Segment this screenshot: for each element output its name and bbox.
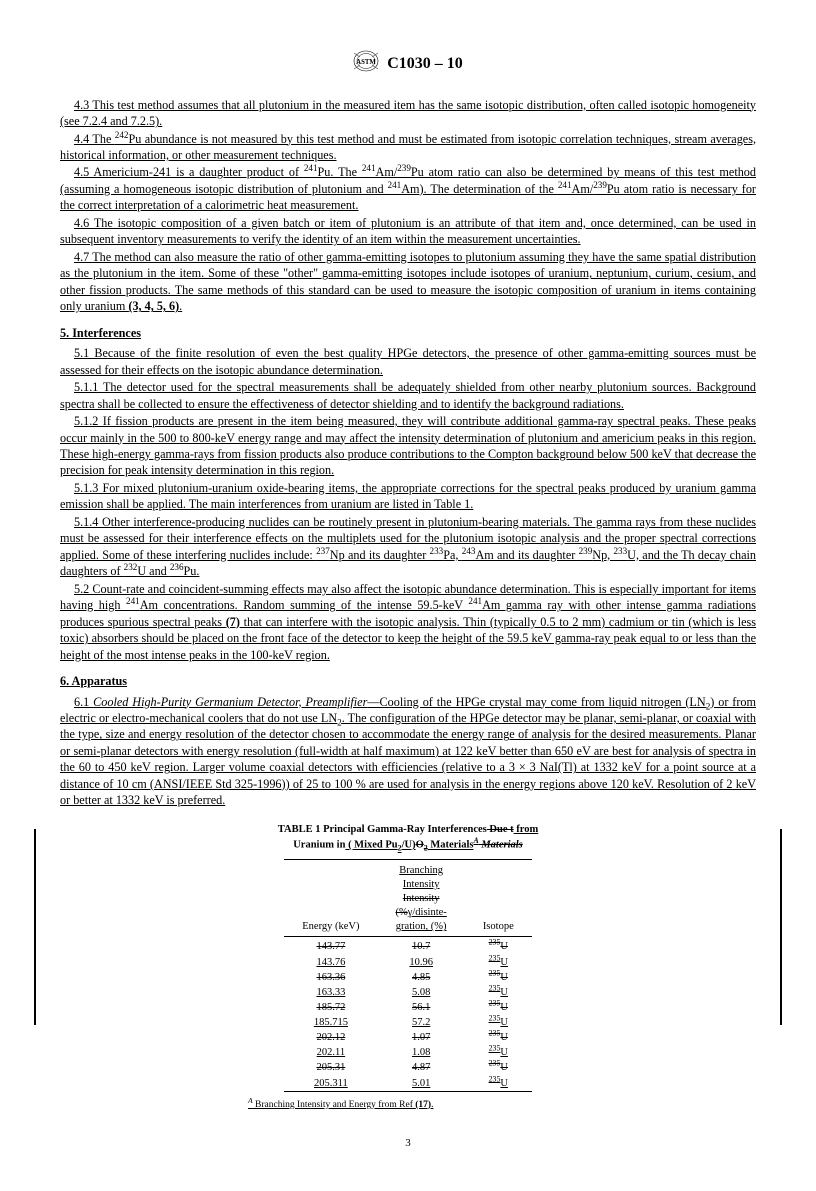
revision-bar-right	[780, 829, 782, 1025]
astm-logo: ASTM	[353, 50, 379, 79]
para-5-1-4: 5.1.4 Other interference-producing nucli…	[60, 514, 756, 580]
para-4-6: 4.6 The isotopic composition of a given …	[60, 215, 756, 248]
para-5-1: 5.1 Because of the finite resolution of …	[60, 345, 756, 378]
table-data: Energy (keV) Branching Intensity Intensi…	[284, 859, 531, 1094]
col-branching: Branching Intensity Intensity (%γ/disint…	[378, 862, 465, 937]
table-row: 205.3115.01235U	[284, 1076, 531, 1092]
table-footnote: A Branching Intensity and Energy from Re…	[238, 1096, 578, 1112]
para-5-2: 5.2 Count-rate and coincident-summing ef…	[60, 581, 756, 663]
page-header: ASTM C1030 – 10	[60, 50, 756, 79]
para-4-3: 4.3 This test method assumes that all pl…	[60, 97, 756, 130]
table-title: TABLE 1 Principal Gamma-Ray Interference…	[60, 823, 756, 853]
para-6-1: 6.1 Cooled High-Purity Germanium Detecto…	[60, 694, 756, 809]
revision-bar-left	[34, 829, 36, 1025]
para-5-1-2: 5.1.2 If fission products are present in…	[60, 413, 756, 479]
para-4-7: 4.7 The method can also measure the rati…	[60, 249, 756, 315]
section-5-heading: 5. Interferences	[60, 325, 756, 341]
para-4-4: 4.4 The 242Pu abundance is not measured …	[60, 131, 756, 164]
para-4-5: 4.5 Americium-241 is a daughter product …	[60, 164, 756, 213]
standard-designation: C1030 – 10	[387, 55, 463, 72]
svg-text:ASTM: ASTM	[356, 59, 376, 66]
table-1: TABLE 1 Principal Gamma-Ray Interference…	[60, 823, 756, 1112]
para-5-1-1: 5.1.1 The detector used for the spectral…	[60, 379, 756, 412]
col-energy: Energy (keV)	[284, 862, 377, 937]
page-number: 3	[60, 1136, 756, 1151]
para-5-1-3: 5.1.3 For mixed plutonium-uranium oxide-…	[60, 480, 756, 513]
col-isotope: Isotope	[465, 862, 532, 937]
section-6-heading: 6. Apparatus	[60, 673, 756, 689]
